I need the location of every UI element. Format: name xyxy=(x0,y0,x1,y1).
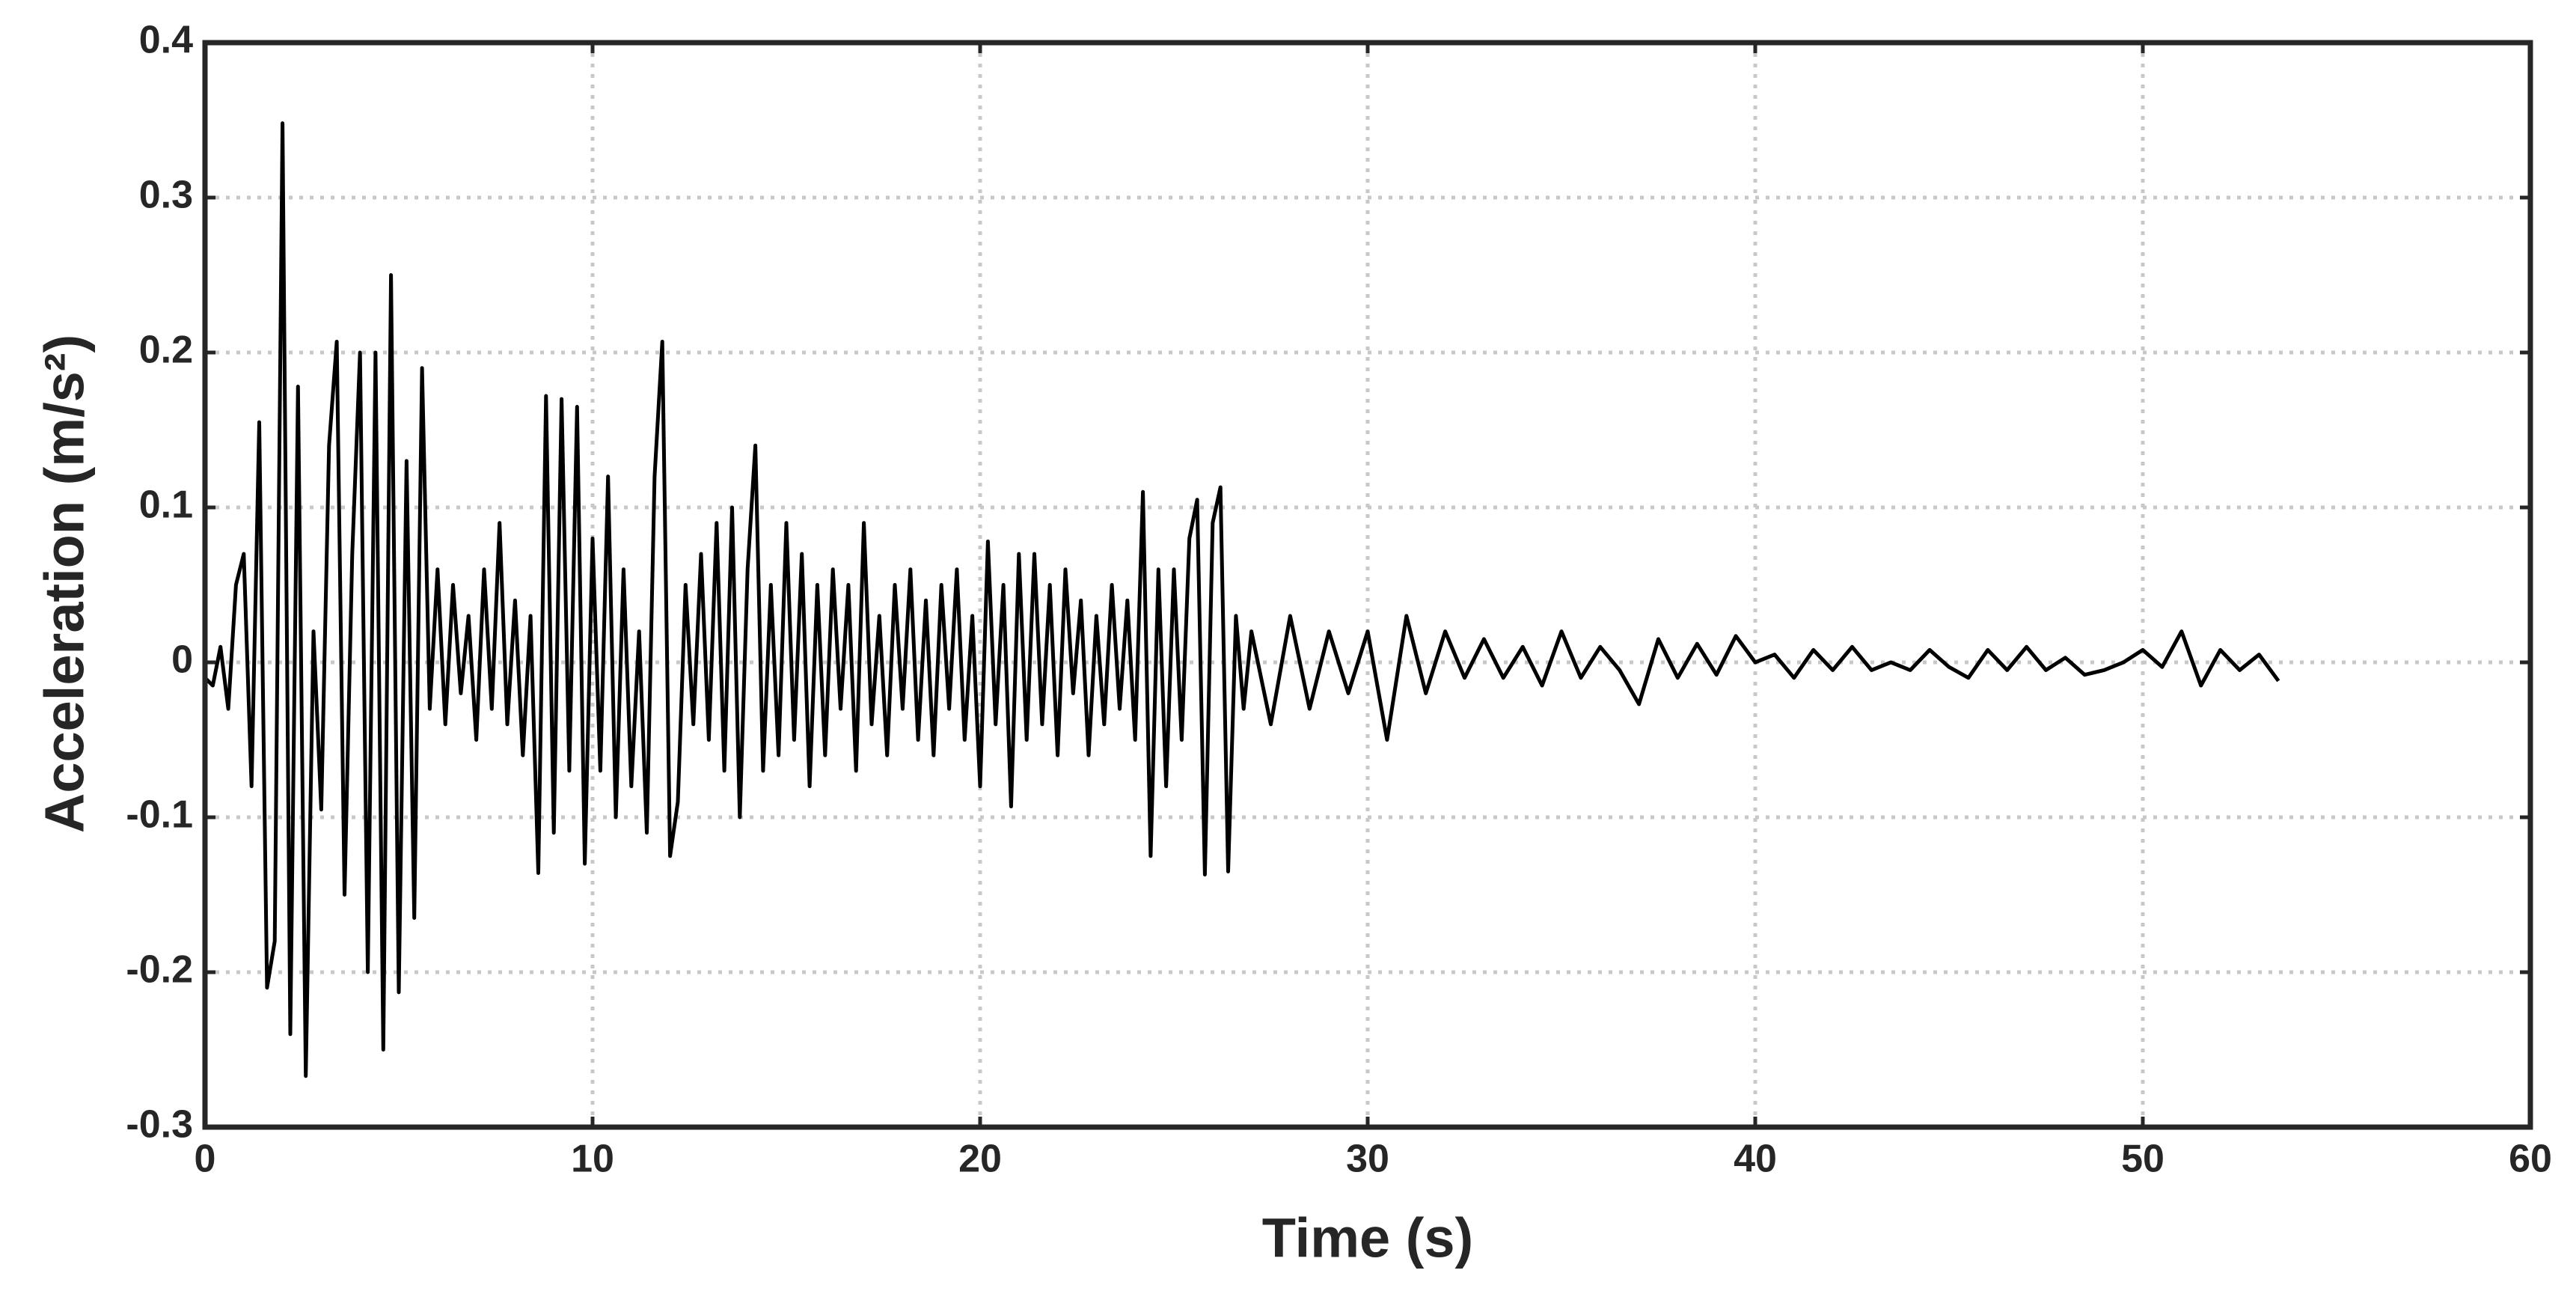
x-tick-label: 40 xyxy=(1734,1138,1777,1181)
x-tick-label: 10 xyxy=(571,1138,614,1181)
x-tick-label: 30 xyxy=(1346,1138,1389,1181)
y-axis-label: Acceleration (m/s²) xyxy=(34,335,96,833)
y-tick-label: 0.1 xyxy=(139,483,193,527)
y-tick-label: 0 xyxy=(171,638,193,682)
y-tick-label: 0.2 xyxy=(139,329,193,372)
x-tick-label: 50 xyxy=(2121,1138,2164,1181)
data-line xyxy=(204,121,2280,1078)
y-tick-label: -0.2 xyxy=(126,948,193,992)
y-tick-label: 0.3 xyxy=(139,174,193,217)
y-tick-label: -0.3 xyxy=(126,1103,193,1147)
y-tick-label: 0.4 xyxy=(139,19,193,62)
y-tick-label: -0.1 xyxy=(126,793,193,837)
x-tick-label: 0 xyxy=(195,1138,216,1181)
plot-frame xyxy=(202,40,2533,1130)
x-tick-label: 60 xyxy=(2509,1138,2552,1181)
x-axis-label: Time (s) xyxy=(1262,1207,1473,1269)
x-tick-label: 20 xyxy=(958,1138,1002,1181)
